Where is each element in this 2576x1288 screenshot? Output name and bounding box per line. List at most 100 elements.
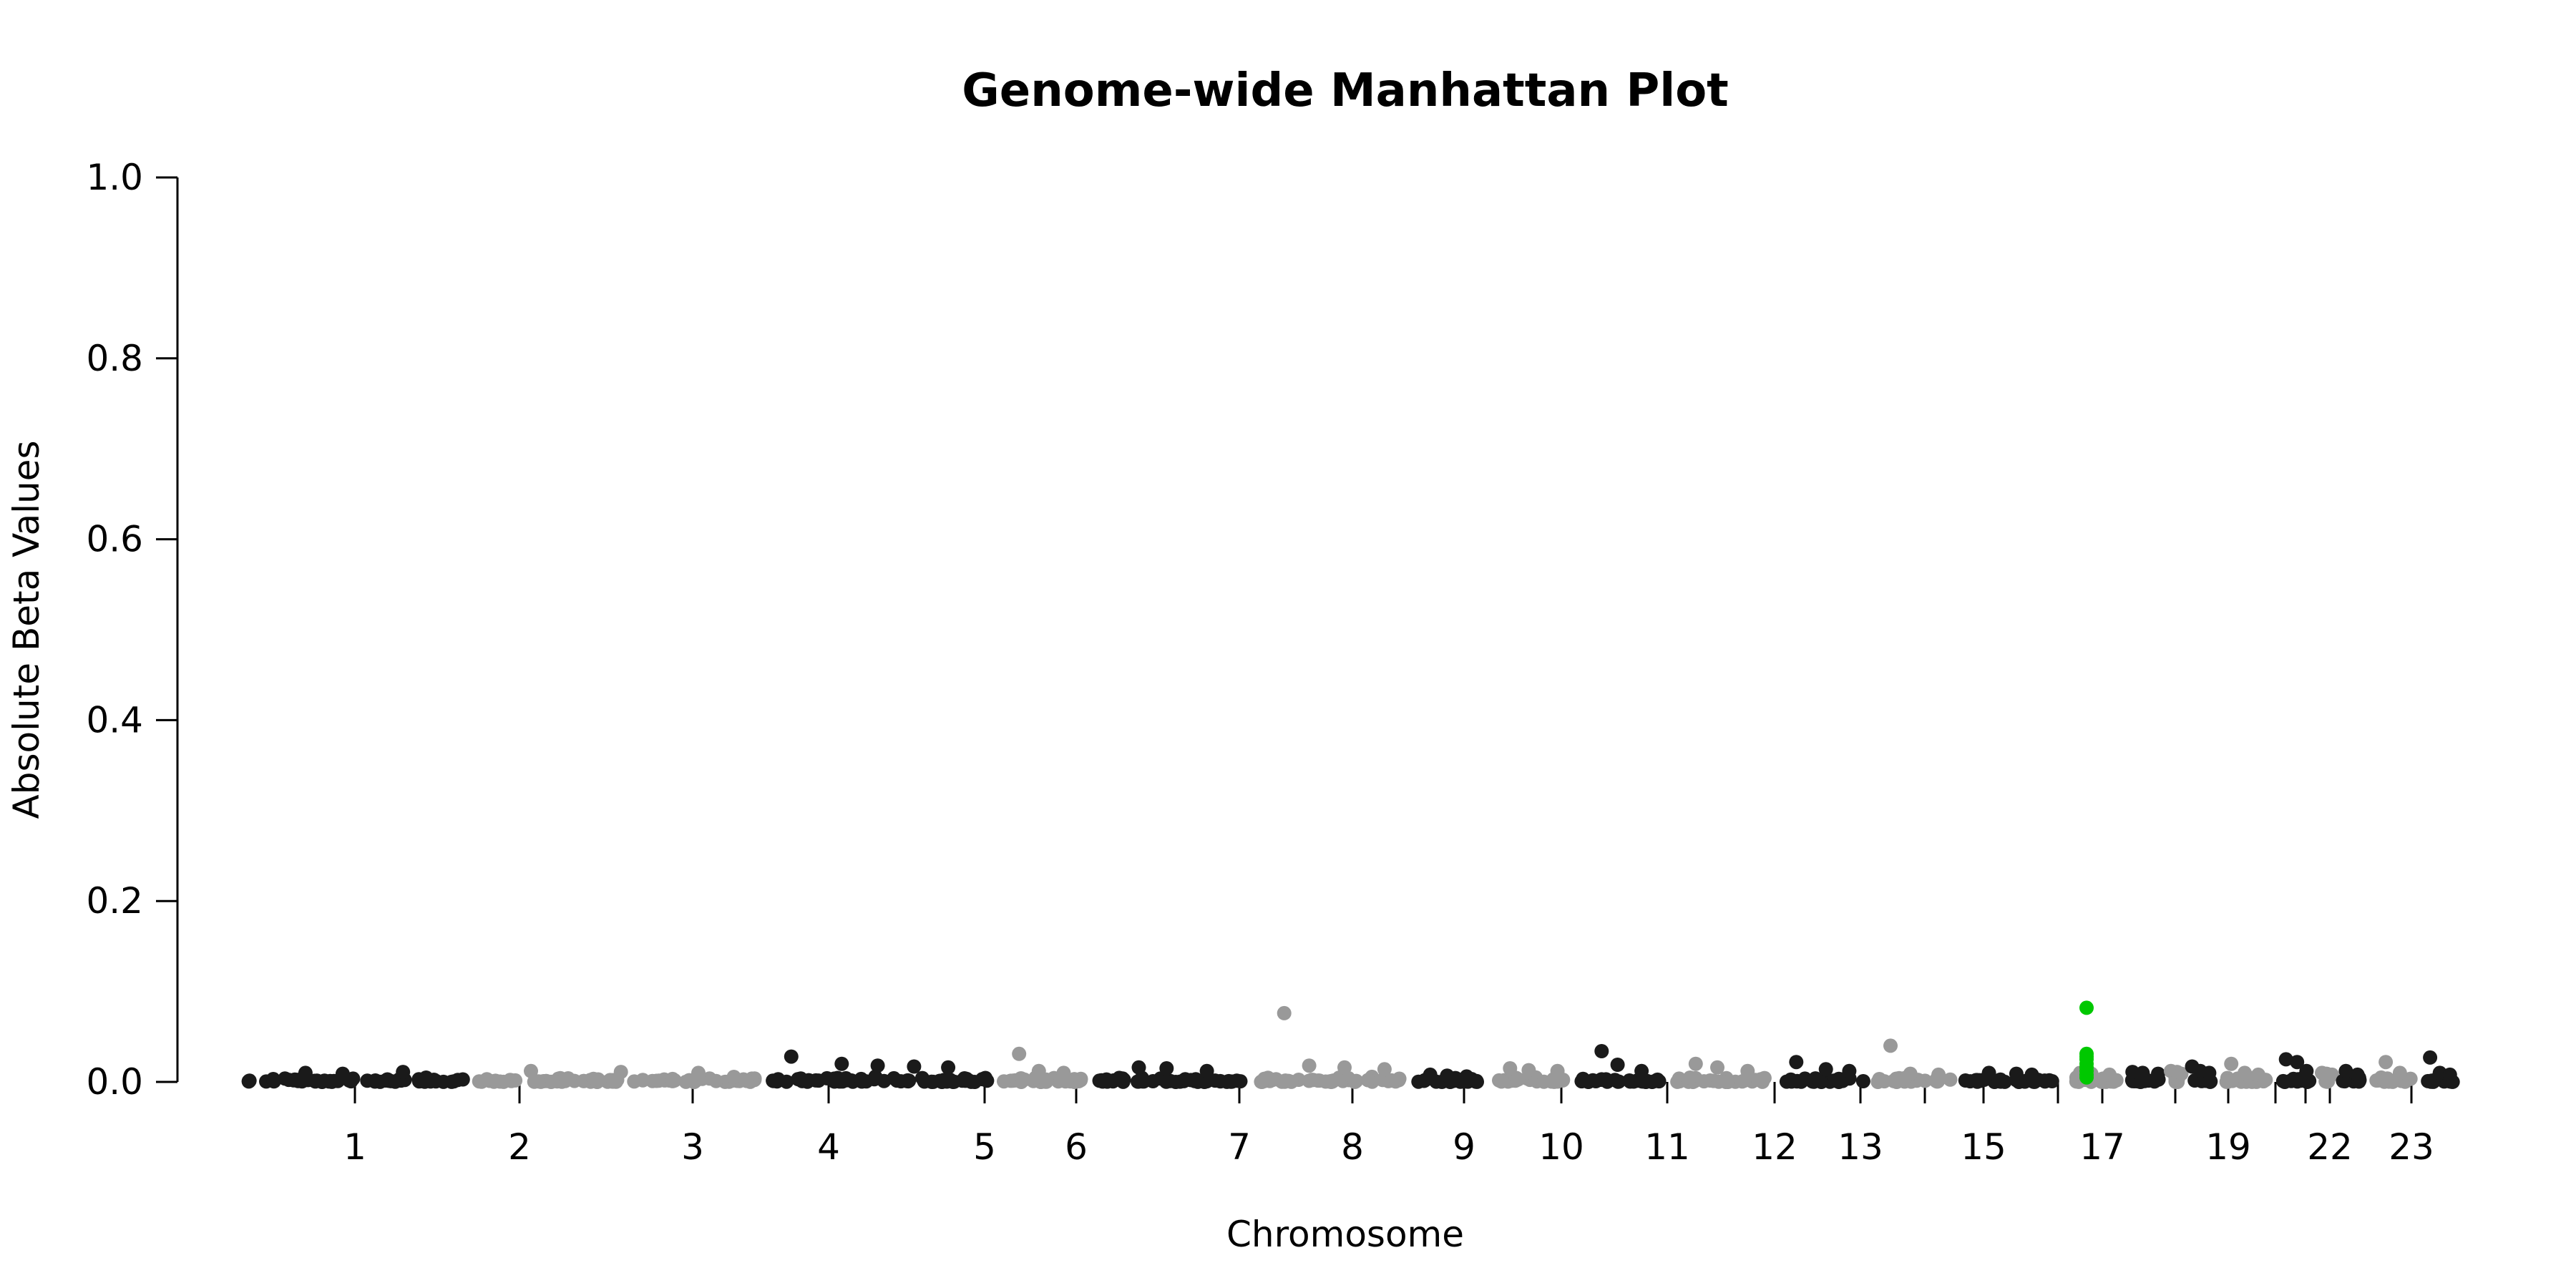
point-chr-6	[1254, 1075, 1269, 1089]
x-tick-label-chr-9: 9	[1453, 1126, 1475, 1168]
peak-point-chr-10	[1710, 1060, 1724, 1075]
point-chr-3	[877, 1073, 892, 1088]
x-tick-label-chr-5: 5	[973, 1126, 996, 1168]
point-chr-3	[962, 1073, 977, 1088]
point-chr-9	[1599, 1072, 1614, 1087]
point-chr-1	[368, 1073, 383, 1088]
point-chr-10	[1697, 1074, 1712, 1089]
peak-point-chr-20	[2325, 1067, 2339, 1082]
point-chr-1	[447, 1074, 462, 1089]
x-tick-label-chr-2: 2	[508, 1126, 531, 1168]
point-chr-9	[1634, 1074, 1649, 1089]
peak-point-chr-5	[1199, 1063, 1214, 1078]
data-points	[241, 1005, 2460, 1089]
x-tick-label-chr-19: 19	[2205, 1126, 2251, 1168]
point-chr-2	[635, 1073, 650, 1088]
peak-point-chr-9	[1610, 1058, 1625, 1072]
point-chr-9	[1574, 1074, 1589, 1089]
point-chr-8	[1547, 1074, 1561, 1089]
point-chr-1	[417, 1073, 432, 1088]
point-chr-2	[479, 1072, 494, 1087]
point-chr-11	[1812, 1073, 1827, 1088]
peak-point-chr-3	[941, 1060, 956, 1075]
point-chr-4	[997, 1074, 1011, 1089]
point-chr-2	[665, 1071, 680, 1086]
point-chr-1	[266, 1074, 281, 1089]
point-chr-9	[1611, 1074, 1626, 1089]
chart-title: Genome-wide Manhattan Plot	[962, 64, 1729, 117]
point-chr-5	[1112, 1070, 1127, 1085]
peak-point-chr-13	[2009, 1066, 2024, 1081]
point-chr-4	[1039, 1074, 1054, 1089]
peak-point-chr-9	[1634, 1063, 1649, 1078]
point-chr-10	[1670, 1074, 1685, 1089]
point-chr-9	[1648, 1073, 1662, 1088]
highlighted-points	[2079, 1000, 2094, 1085]
peak-point-chr-4	[1031, 1063, 1046, 1078]
point-chr-8	[1536, 1074, 1551, 1089]
highlight-point-chr-17	[2079, 1070, 2094, 1085]
peak-point-chr-23	[2423, 1050, 2438, 1065]
point-chr-2	[531, 1074, 546, 1089]
point-chr-9	[1623, 1074, 1638, 1089]
point-chr-6	[1281, 1073, 1296, 1088]
peak-point-chr-8	[1503, 1061, 1518, 1075]
x-tick-label-chr-13: 13	[1838, 1126, 1883, 1168]
x-tick-label-chr-15: 15	[1961, 1126, 2006, 1168]
point-chr-1	[317, 1073, 332, 1088]
peak-point-chr-11	[1818, 1062, 1833, 1077]
x-tick-label-chr-8: 8	[1341, 1126, 1364, 1168]
x-tick-label-chr-1: 1	[343, 1126, 366, 1168]
y-tick-label: 0.0	[86, 1061, 143, 1103]
x-tick-label-chr-6: 6	[1065, 1126, 1088, 1168]
peak-point-chr-2	[524, 1063, 538, 1078]
point-chr-13	[1993, 1072, 2008, 1087]
point-chr-12	[1870, 1075, 1885, 1089]
y-tick-label: 0.2	[86, 880, 143, 922]
peak-point-chr-11	[1842, 1063, 1857, 1078]
y-tick-label: 0.6	[86, 519, 143, 560]
x-tick-label-chr-4: 4	[817, 1126, 840, 1168]
peak-point-chr-5	[1159, 1061, 1174, 1075]
peak-point-chr-1	[298, 1065, 313, 1080]
point-chr-5	[1224, 1074, 1239, 1089]
point-chr-4	[1015, 1073, 1030, 1088]
peak-point-chr-18	[2251, 1067, 2265, 1082]
peak-point-chr-21	[2338, 1063, 2353, 1078]
point-chr-11	[1855, 1074, 1870, 1088]
peak-point-chr-3	[834, 1056, 849, 1071]
peak-point-chr-4	[1012, 1046, 1027, 1061]
point-chr-3	[902, 1073, 917, 1088]
point-chr-5	[1158, 1074, 1174, 1089]
point-chr-2	[739, 1073, 754, 1088]
peak-point-chr-22	[2392, 1065, 2407, 1080]
x-tick-label-chr-10: 10	[1538, 1126, 1584, 1168]
x-axis-ticks: 1 2 3 4 5 6 7 8 9 10 11 12 13 15 17 19 22 23	[343, 1082, 2434, 1168]
peak-point-chr-7	[1440, 1068, 1455, 1083]
peak-point-chr-7	[1423, 1067, 1438, 1082]
point-chr-6	[1360, 1073, 1375, 1088]
y-axis-ticks: 0.0 0.2 0.4 0.6 0.8 1.0	[86, 157, 177, 1103]
x-axis-label: Chromosome	[1226, 1214, 1464, 1255]
point-chr-6	[1375, 1073, 1390, 1088]
point-chr-3	[766, 1073, 781, 1088]
point-chr-8	[1511, 1072, 1526, 1087]
point-chr-11	[1794, 1074, 1809, 1089]
x-tick-label-chr-11: 11	[1644, 1126, 1690, 1168]
peak-point-chr-3	[784, 1049, 799, 1064]
y-tick-label: 1.0	[86, 157, 143, 198]
peak-point-chr-6	[1277, 1005, 1292, 1020]
peak-point-chr-23	[2442, 1067, 2457, 1082]
peak-point-chr-13	[2024, 1067, 2039, 1082]
peak-point-chr-2	[691, 1065, 706, 1080]
point-chr-2	[651, 1073, 666, 1088]
point-chr-2	[726, 1070, 741, 1084]
point-chr-5	[1094, 1073, 1108, 1088]
highlight-point-chr-17	[2079, 1000, 2094, 1015]
peak-point-chr-11	[1789, 1055, 1804, 1070]
y-axis-label: Absolute Beta Values	[6, 441, 47, 819]
point-chr-2	[559, 1073, 574, 1088]
peak-point-chr-6	[1302, 1058, 1317, 1073]
peak-point-chr-22	[2379, 1055, 2394, 1070]
